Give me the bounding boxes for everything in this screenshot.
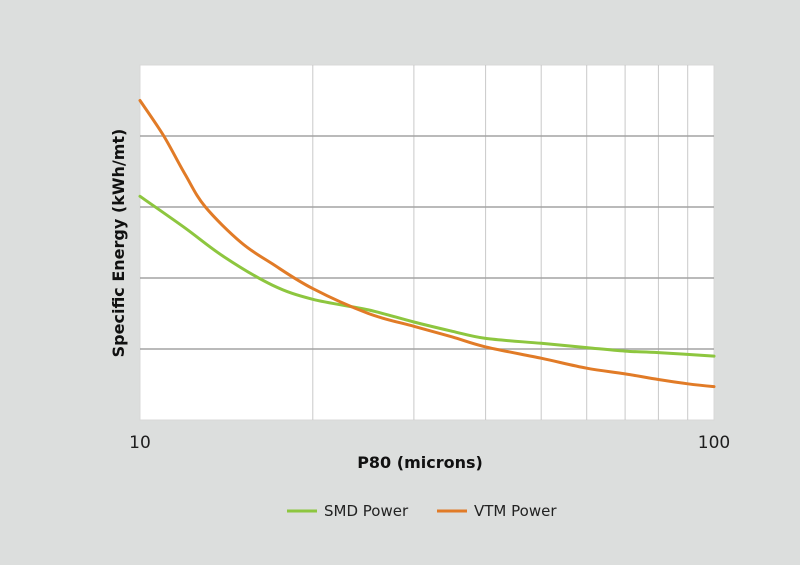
vertical-gridlines bbox=[312, 65, 689, 420]
horizontal-gridlines bbox=[140, 135, 714, 350]
x-tick-label-10: 10 bbox=[129, 433, 151, 453]
x-tick-label-100: 100 bbox=[698, 433, 730, 453]
y-axis-title: Specific Energy (kWh/mt) bbox=[109, 129, 128, 358]
legend: SMD Power VTM Power bbox=[287, 502, 557, 520]
x-tick-labels: 10 100 bbox=[129, 433, 730, 453]
series-line-vtm-power bbox=[138, 99, 716, 389]
legend-label-vtm-power: VTM Power bbox=[474, 502, 557, 520]
series-layer bbox=[138, 99, 716, 389]
x-axis-title: P80 (microns) bbox=[357, 453, 483, 472]
plot-area bbox=[139, 64, 715, 421]
legend-label-smd-power: SMD Power bbox=[324, 502, 409, 520]
series-line-smd-power bbox=[138, 194, 716, 358]
